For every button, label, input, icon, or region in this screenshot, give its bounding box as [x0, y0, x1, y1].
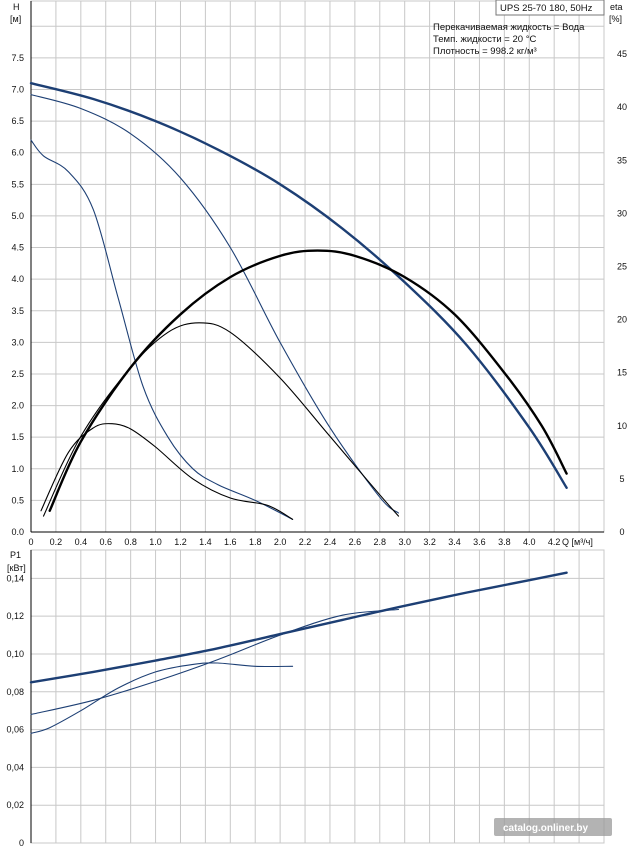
y-tick-label-h: 2.0 — [11, 401, 24, 411]
curves — [29, 82, 568, 734]
x-tick-label: 4.2 — [548, 537, 561, 547]
x-tick-label: 0.6 — [99, 537, 112, 547]
y-axis-label-h: H — [13, 2, 20, 12]
head-curve-3 — [30, 139, 294, 520]
x-tick-label: 3.8 — [498, 537, 511, 547]
x-tick-label: 0.2 — [50, 537, 63, 547]
x-tick-label: 3.4 — [448, 537, 461, 547]
y-tick-label-h: 7.5 — [11, 53, 24, 63]
head-panel-grid — [30, 0, 605, 533]
y-tick-label-h: 1.0 — [11, 464, 24, 474]
x-tick-label: 4.0 — [523, 537, 536, 547]
y2-tick-label-eta: 30 — [617, 208, 627, 218]
x-tick-label: 1.0 — [149, 537, 162, 547]
eta-curve-4 — [48, 249, 568, 512]
y2-tick-label-eta: 20 — [617, 315, 627, 325]
y-tick-label-h: 7.0 — [11, 85, 24, 95]
info-line-density: Плотность = 998.2 кг/м³ — [433, 46, 537, 57]
x-tick-label: 1.8 — [249, 537, 262, 547]
y-tick-label-p1: 0,10 — [6, 649, 24, 659]
x-tick-label: 0 — [28, 537, 33, 547]
y2-tick-label-eta: 5 — [619, 474, 624, 484]
power-curve-1 — [29, 571, 568, 684]
info-line-liquid: Перекачиваемая жидкость = Вода — [433, 22, 585, 33]
y-tick-label-h: 5.0 — [11, 211, 24, 221]
y2-tick-label-eta: 25 — [617, 262, 627, 272]
x-tick-label: 2.0 — [274, 537, 287, 547]
y-tick-label-p1: 0,12 — [6, 611, 24, 621]
x-tick-label: 2.8 — [374, 537, 387, 547]
x-tick-label: 0.8 — [124, 537, 137, 547]
head-curve-2 — [30, 94, 400, 514]
y-tick-label-h: 6.5 — [11, 116, 24, 126]
x-tick-label: 2.6 — [349, 537, 362, 547]
y-tick-label-h: 1.5 — [11, 432, 24, 442]
y-axis-unit-h: [м] — [10, 14, 21, 24]
y2-axis-unit-eta: [%] — [609, 14, 622, 24]
x-axis-label-q: Q [м³/ч] — [562, 537, 593, 547]
y-axis-unit-p1: [кВт] — [7, 563, 26, 573]
chart-title: UPS 25-70 180, 50Hz — [500, 3, 593, 14]
y-tick-label-h: 5.5 — [11, 179, 24, 189]
power-panel-grid — [30, 549, 605, 844]
head-panel-frame — [30, 0, 605, 533]
watermark-badge — [494, 818, 612, 836]
y-tick-label-p1: 0,04 — [6, 762, 24, 772]
x-tick-label: 3.0 — [398, 537, 411, 547]
y2-tick-label-eta: 10 — [617, 421, 627, 431]
eta-curve-5 — [42, 322, 400, 517]
x-tick-label: 1.6 — [224, 537, 237, 547]
y-tick-label-h: 6.0 — [11, 148, 24, 158]
info-line-temperature: Темп. жидкости = 20 °C — [433, 34, 536, 45]
y-tick-label-h: 0.5 — [11, 495, 24, 505]
eta-curve-6 — [40, 423, 294, 520]
y2-tick-label-eta: 40 — [617, 102, 627, 112]
y2-tick-label-eta: 35 — [617, 155, 627, 165]
y-tick-label-h: 3.0 — [11, 337, 24, 347]
x-tick-label: 1.2 — [174, 537, 187, 547]
y2-tick-label-eta: 0 — [619, 527, 624, 537]
axis-tick-labels: 0 0.2 0.4 0.6 0.8 1.0 1.2 1.4 1.6 1.8 2.0 2.2 2.4 2.6… — [6, 49, 627, 848]
y-tick-label-h: 4.0 — [11, 274, 24, 284]
x-tick-label: 0.4 — [75, 537, 88, 547]
y-tick-label-p1: 0 — [19, 838, 24, 848]
y-tick-label-h: 2.5 — [11, 369, 24, 379]
y-tick-label-h: 4.5 — [11, 243, 24, 253]
x-tick-label: 1.4 — [199, 537, 212, 547]
y-tick-label-h: 3.5 — [11, 306, 24, 316]
power-curve-2 — [30, 608, 400, 716]
power-curve-3 — [30, 662, 294, 734]
y2-axis-label-eta: eta — [610, 2, 623, 12]
title-box — [495, 0, 605, 16]
y-tick-label-p1: 0,14 — [6, 573, 24, 583]
watermark: catalog.onliner.by — [503, 823, 588, 834]
x-tick-label: 3.2 — [423, 537, 436, 547]
y-tick-label-p1: 0,02 — [6, 800, 24, 810]
y-axis-label-p1: P1 — [10, 550, 21, 560]
x-tick-label: 2.4 — [324, 537, 337, 547]
head-curve-1 — [29, 82, 568, 489]
x-tick-label: 2.2 — [299, 537, 312, 547]
x-tick-label: 3.6 — [473, 537, 486, 547]
y2-tick-label-eta: 15 — [617, 368, 627, 378]
y-tick-label-h: 0.0 — [11, 527, 24, 537]
power-panel-frame — [30, 549, 605, 844]
y2-tick-label-eta: 45 — [617, 49, 627, 59]
y-tick-label-p1: 0,08 — [6, 687, 24, 697]
y-tick-label-p1: 0,06 — [6, 725, 24, 735]
